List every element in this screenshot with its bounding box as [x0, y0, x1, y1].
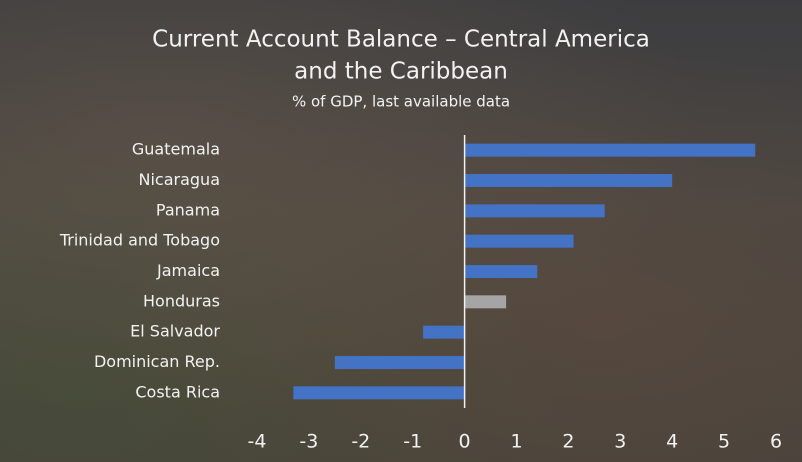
y-tick-label: Dominican Rep. [94, 352, 220, 371]
bar [464, 143, 756, 157]
x-tick-label: -1 [403, 431, 422, 453]
y-tick-label: Nicaragua [139, 170, 221, 189]
bar [464, 265, 538, 278]
bar [464, 234, 574, 248]
chart-subtitle: % of GDP, last available data [292, 93, 510, 111]
chart-title: Current Account Balance – Central Americ… [152, 27, 650, 53]
chart-title: and the Caribbean [294, 59, 508, 85]
y-tick-label: Jamaica [156, 261, 220, 280]
x-tick-label: -4 [248, 431, 267, 453]
x-tick-label: 5 [718, 431, 730, 453]
y-tick-label: Trinidad and Tobago [59, 231, 220, 250]
x-tick-label: -3 [299, 431, 318, 453]
y-tick-label: El Salvador [130, 322, 220, 341]
bar [464, 204, 605, 218]
x-tick-label: 4 [666, 431, 678, 453]
y-tick-label: Guatemala [132, 140, 220, 159]
x-tick-label: 1 [510, 431, 522, 453]
bar [464, 295, 507, 309]
bar [423, 325, 465, 339]
bar [293, 386, 465, 400]
x-tick-label: 2 [562, 431, 574, 453]
bar [334, 356, 465, 369]
x-tick-label: 6 [770, 431, 782, 453]
bar [464, 174, 673, 187]
x-tick-label: 0 [459, 431, 471, 453]
x-tick-label: -2 [351, 431, 370, 453]
y-tick-label: Panama [156, 200, 220, 219]
y-tick-label: Costa Rica [135, 382, 220, 401]
y-tick-label: Honduras [143, 291, 220, 310]
x-tick-label: 3 [614, 431, 626, 453]
